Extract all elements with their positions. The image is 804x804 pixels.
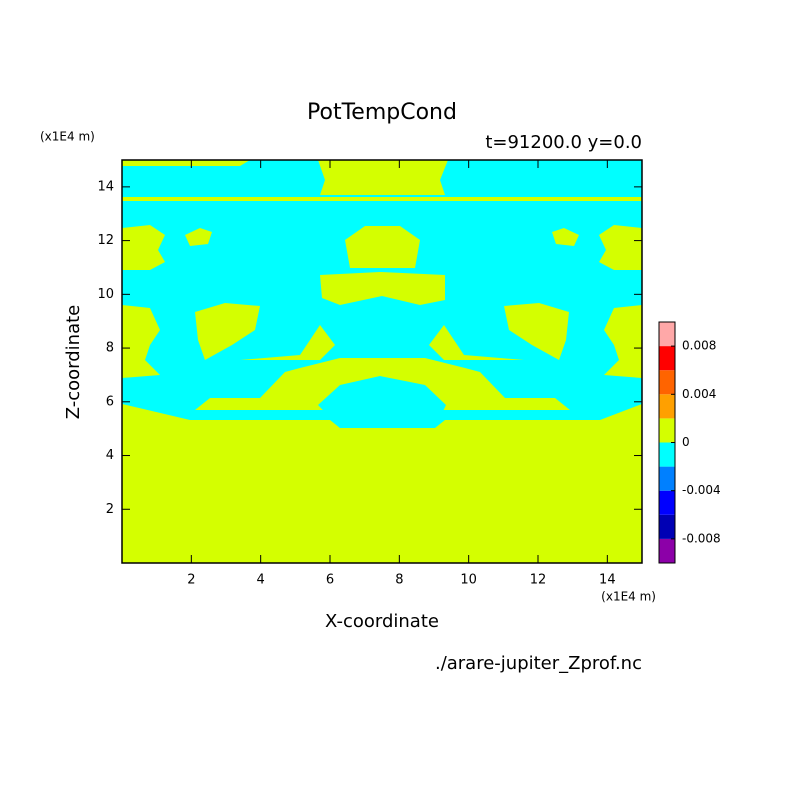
colorbar-band	[659, 538, 675, 563]
source-file: ./arare-jupiter_Zprof.nc	[435, 653, 642, 674]
y-tick-label: 10	[97, 287, 114, 302]
x-tick-label: 2	[187, 573, 195, 588]
x-tick-label: 12	[530, 573, 547, 588]
chart-subtitle: t=91200.0 y=0.0	[485, 132, 642, 153]
contour-region	[504, 303, 569, 360]
colorbar-tick-label: 0.004	[682, 387, 716, 401]
contour-region	[345, 226, 420, 268]
colorbar-band	[659, 514, 675, 539]
contour-region	[122, 197, 642, 201]
colorbar-tick-label: 0.008	[682, 339, 716, 353]
contour-region	[429, 325, 524, 360]
contour-region	[599, 225, 642, 270]
colorbar-band	[659, 466, 675, 491]
colorbar-tick-label: -0.008	[682, 531, 721, 545]
y-tick-label: 14	[97, 179, 114, 194]
contour-region	[195, 303, 260, 360]
colorbar-band	[659, 442, 675, 467]
plot-frame	[121, 159, 643, 564]
y-tick-label: 8	[106, 341, 114, 356]
contour-region	[185, 228, 212, 246]
y-axis-label: Z-coordinate	[63, 305, 84, 420]
colorbar-tick-label: 0	[682, 435, 690, 449]
x-tick-label: 10	[460, 573, 477, 588]
colorbar-band	[659, 370, 675, 395]
chart-title: PotTempCond	[307, 100, 457, 125]
x-unit: (x1E4 m)	[601, 590, 656, 604]
contour-region	[240, 325, 335, 360]
y-unit: (x1E4 m)	[40, 130, 95, 144]
y-tick-label: 12	[97, 233, 114, 248]
contour-field	[122, 160, 642, 563]
contour-region	[122, 305, 160, 378]
colorbar-band	[659, 490, 675, 515]
contour-region	[552, 228, 579, 246]
y-tick-label: 2	[106, 502, 114, 517]
x-tick-label: 14	[599, 573, 616, 588]
colorbar-band	[659, 322, 675, 347]
contour-region	[604, 305, 642, 378]
colorbar-tick-label: -0.004	[682, 483, 721, 497]
colorbar-band	[659, 394, 675, 419]
x-tick-label: 8	[395, 573, 403, 588]
contour-region	[318, 376, 446, 428]
colorbar-band	[659, 418, 675, 443]
x-axis-label: X-coordinate	[325, 611, 439, 632]
x-tick-label: 6	[326, 573, 334, 588]
y-tick-label: 6	[106, 394, 114, 409]
contour-region	[122, 225, 165, 270]
colorbar-band	[659, 346, 675, 371]
contour-region	[318, 160, 448, 195]
x-tick-label: 4	[257, 573, 265, 588]
y-tick-label: 4	[106, 448, 114, 463]
contour-region	[320, 272, 445, 305]
